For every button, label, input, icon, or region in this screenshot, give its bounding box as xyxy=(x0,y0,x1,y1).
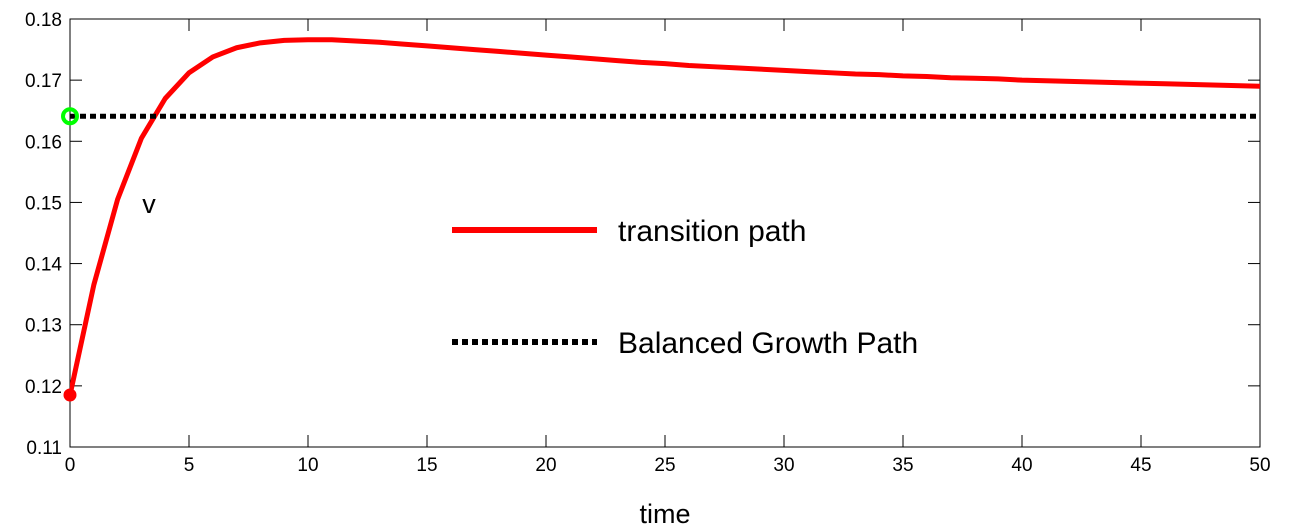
y-tick-label-7: 0.18 xyxy=(25,10,62,31)
y-tick-label-2: 0.13 xyxy=(25,316,62,337)
x-tick-label-50: 50 xyxy=(1249,455,1270,476)
series-layer xyxy=(70,37,1260,396)
axis-ticks xyxy=(69,18,1261,448)
legend-label-balanced-growth-path: Balanced Growth Path xyxy=(618,327,918,360)
axis-tick-labels: 0 5 10 15 20 25 30 35 40 45 50 0.11 0.12 0.13 0.14 0.15… xyxy=(25,10,1271,476)
x-tick-label-0: 0 xyxy=(65,455,76,476)
y-tick-label-1: 0.12 xyxy=(25,377,62,398)
y-tick-label-5: 0.16 xyxy=(25,132,62,153)
legend-label-transition-path: transition path xyxy=(618,215,806,248)
x-tick-label-30: 30 xyxy=(773,455,794,476)
annotation-v: v xyxy=(142,189,156,219)
legend: transition path Balanced Growth Path xyxy=(452,215,918,360)
y-tick-label-3: 0.14 xyxy=(25,255,62,276)
x-tick-label-5: 5 xyxy=(184,455,195,476)
x-tick-label-15: 15 xyxy=(416,455,437,476)
bgp-start-marker xyxy=(61,107,79,126)
x-axis-label: time xyxy=(639,499,690,529)
x-tick-label-20: 20 xyxy=(535,455,556,476)
start-point-marker xyxy=(63,388,77,402)
x-tick-label-35: 35 xyxy=(892,455,913,476)
x-tick-label-45: 45 xyxy=(1130,455,1151,476)
y-tick-label-6: 0.17 xyxy=(25,71,62,92)
transition-path-line xyxy=(70,37,1260,396)
x-tick-label-40: 40 xyxy=(1011,455,1032,476)
y-tick-label-0: 0.11 xyxy=(26,438,62,459)
markers-layer xyxy=(61,107,79,402)
x-tick-label-10: 10 xyxy=(297,455,318,476)
y-tick-label-4: 0.15 xyxy=(25,193,62,214)
x-tick-label-25: 25 xyxy=(654,455,675,476)
